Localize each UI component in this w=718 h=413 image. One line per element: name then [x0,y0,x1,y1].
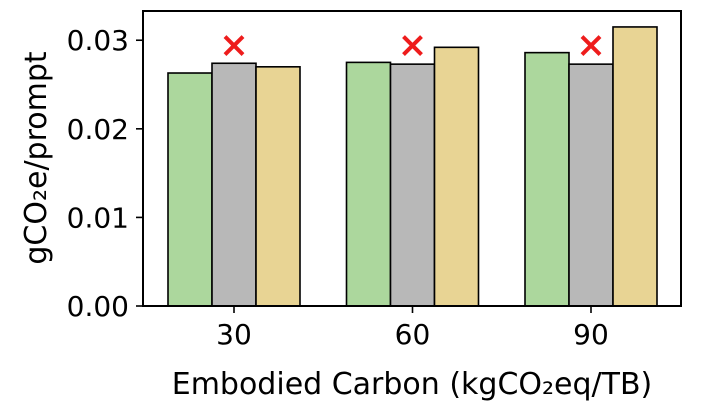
y-tick-label: 0.00 [67,290,129,323]
bar-30-series-2 [211,62,257,307]
y-axis-label: gCO₂e/prompt [19,51,54,265]
bar-90-series-2 [568,63,614,307]
y-axis: 0.00 0.01 0.02 0.03 [67,24,143,323]
x-tick-label: 60 [395,318,431,351]
x-tick-label: 30 [216,318,252,351]
y-tick-label: 0.03 [67,24,129,57]
markers-group [223,35,602,56]
x-axis-label: Embodied Carbon (kgCO₂eq/TB) [172,367,653,402]
red-x-marker [402,35,423,56]
bars-group [167,26,658,307]
bar-60-series-2 [389,63,436,307]
x-tick-label: 90 [573,318,609,351]
red-x-marker [223,35,245,56]
bar-90-series-3 [612,26,658,307]
y-tick-label: 0.02 [67,113,129,146]
bar-60-series-3 [433,46,480,307]
red-x-marker [580,35,602,56]
bar-90-series-1 [524,51,570,307]
bar-30-series-1 [167,72,213,307]
bar-30-series-3 [255,66,301,307]
y-tick-label: 0.01 [67,201,129,234]
x-axis: 30 60 90 [216,306,609,351]
bar-60-series-1 [345,61,392,307]
